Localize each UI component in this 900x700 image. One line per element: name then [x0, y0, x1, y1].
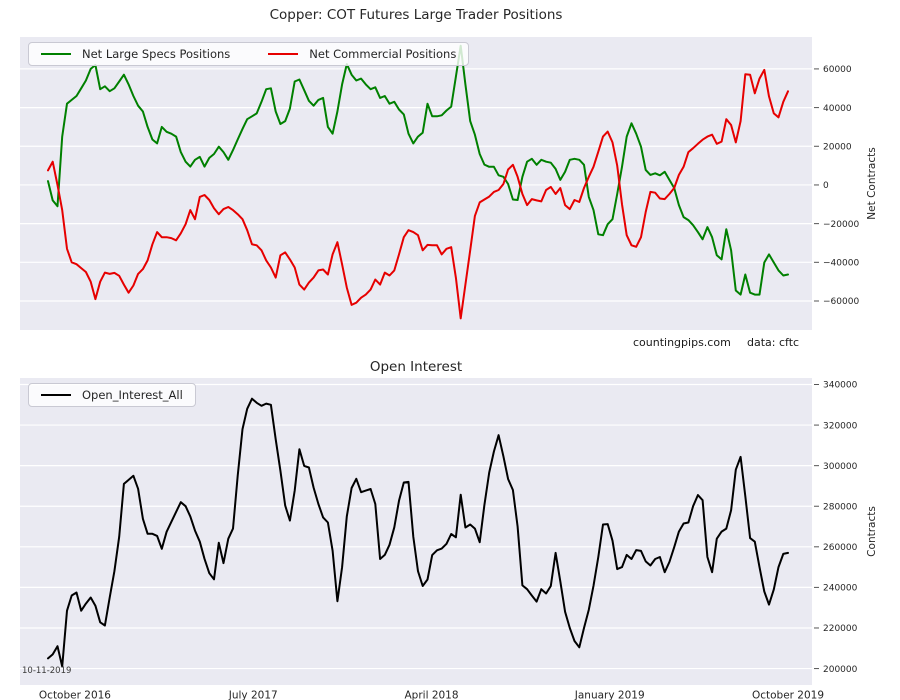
- y-tick-label: 300000: [823, 462, 858, 472]
- open-interest-all-line: [47, 397, 789, 668]
- open-interest-plot-background: [20, 378, 812, 685]
- red-line-swatch-icon: [268, 53, 299, 55]
- data-source-text: data: cftc: [747, 336, 800, 349]
- black-line-swatch-icon: [41, 394, 71, 396]
- legend-entry-open-interest: Open_Interest_All: [41, 388, 183, 402]
- y-tick-label: 340000: [823, 381, 858, 391]
- positions-chart-title: Copper: COT Futures Large Trader Positio…: [269, 7, 563, 23]
- y-tick-label: −40000: [823, 259, 859, 269]
- net-commercial-positions-line: [47, 68, 789, 320]
- y-tick-label: 320000: [823, 421, 858, 431]
- y-tick-label: −60000: [823, 297, 859, 307]
- cot-positions-y-axis-label: Net Contracts: [866, 147, 878, 219]
- y-tick-label: 240000: [823, 584, 858, 594]
- y-tick-label: 220000: [823, 624, 858, 634]
- y-tick-label: −20000: [823, 220, 859, 230]
- x-tick-label: January 2019: [574, 690, 645, 700]
- legend-entry-net-commercial: Net Commercial Positions: [268, 47, 456, 61]
- cot-positions-plot-background: [20, 37, 812, 330]
- y-tick-label: 260000: [823, 543, 858, 553]
- y-tick-label: 0: [823, 181, 829, 191]
- open-interest-plot: 340000 320000 300000 280000 260000 240000 2200…: [20, 378, 878, 700]
- watermark-text: countingpips.com: [633, 336, 731, 349]
- x-tick-label: October 2019: [752, 690, 824, 700]
- net-large-specs-positions-line: [47, 44, 789, 296]
- legend-label-net-large-specs: Net Large Specs Positions: [82, 47, 231, 61]
- open-interest-legend: Open_Interest_All: [28, 383, 196, 407]
- open-interest-chart-title: Open Interest: [369, 359, 463, 375]
- positions-legend: Net Large Specs Positions Net Commercial…: [28, 42, 470, 66]
- x-tick-label: October 2016: [39, 690, 111, 700]
- x-tick-label: April 2018: [404, 690, 458, 700]
- y-tick-label: 60000: [823, 65, 852, 75]
- legend-entry-net-large-specs: Net Large Specs Positions: [41, 47, 230, 61]
- y-tick-label: 200000: [823, 665, 858, 675]
- cot-positions-plot: 60000 40000 20000 0 −20000 −40000 −60000 Net Co…: [20, 37, 878, 330]
- y-tick-label: 40000: [823, 104, 852, 114]
- open-interest-y-axis-label: Contracts: [866, 506, 878, 557]
- report-date-label: 10-11-2019: [22, 666, 72, 676]
- legend-label-net-commercial: Net Commercial Positions: [309, 47, 457, 61]
- x-tick-label: July 2017: [228, 690, 278, 700]
- y-tick-label: 20000: [823, 142, 852, 152]
- green-line-swatch-icon: [41, 53, 71, 55]
- legend-label-open-interest: Open_Interest_All: [82, 388, 183, 402]
- y-tick-label: 280000: [823, 502, 858, 512]
